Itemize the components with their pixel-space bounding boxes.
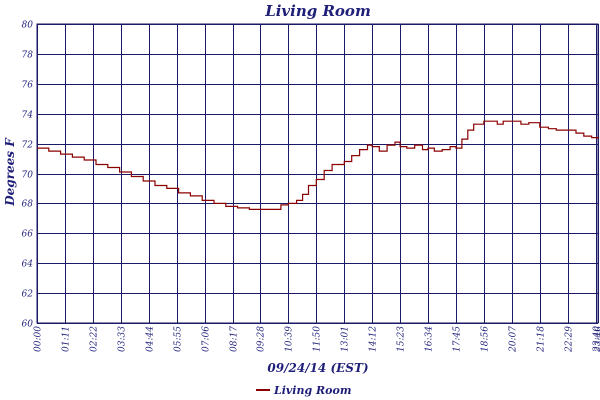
x-tick-label: 09:28 (257, 326, 267, 352)
x-axis-ticks: 00:00 01:11 02:22 03:33 04:44 05:55 07:06 08:17… (34, 326, 600, 353)
x-tick-label: 01:11 (62, 326, 72, 352)
y-tick-label: 68 (22, 200, 34, 210)
x-tick-label: 13:01 (341, 326, 351, 352)
x-tick-label: 10:39 (285, 326, 295, 352)
x-tick-label: 22:29 (565, 326, 575, 353)
x-tick-label: 03:33 (118, 326, 128, 352)
legend: Living Room (256, 384, 351, 397)
y-tick-label: 60 (22, 320, 34, 330)
y-tick-label: 70 (22, 171, 34, 181)
x-tick-label: 15:23 (397, 326, 407, 352)
x-tick-label: 00:00 (34, 326, 44, 352)
chart-title: Living Room (264, 2, 371, 20)
y-tick-label: 64 (22, 260, 34, 270)
y-axis-label: Degrees F (3, 137, 17, 207)
y-axis-ticks: 60 62 64 66 68 70 72 74 76 78 80 (22, 21, 34, 330)
x-tick-label: 14:12 (369, 326, 379, 352)
y-tick-label: 76 (22, 81, 34, 91)
y-tick-label: 78 (22, 51, 34, 61)
x-tick-label: 07:06 (202, 326, 212, 352)
x-tick-label: 16:34 (425, 326, 435, 352)
y-tick-label: 80 (22, 21, 34, 31)
x-tick-label: 04:44 (146, 326, 156, 352)
x-tick-label: 20:07 (509, 326, 519, 353)
y-tick-label: 72 (22, 141, 34, 151)
x-tick-label: 18:56 (481, 326, 491, 352)
x-tick-label: 21:18 (537, 326, 547, 353)
y-tick-label: 66 (22, 230, 34, 240)
series-line-living-room (37, 120, 599, 210)
x-tick-label: 02:22 (90, 326, 100, 352)
y-tick-label: 62 (22, 290, 34, 300)
plot-border (36, 23, 599, 324)
x-tick-label: 23:46 (595, 326, 600, 353)
x-tick-label: 08:17 (230, 326, 240, 352)
y-tick-label: 74 (22, 111, 34, 121)
plot-area (36, 23, 599, 324)
x-tick-label: 23:40 (593, 326, 600, 353)
series-group (37, 120, 599, 210)
x-tick-label: 05:55 (174, 326, 184, 352)
legend-label: Living Room (273, 384, 351, 397)
grid-lines (37, 24, 599, 324)
x-tick-label: 11:50 (313, 326, 323, 352)
x-tick-label: 17:45 (453, 326, 463, 352)
x-axis-label: 09/24/14 (EST) (267, 361, 368, 375)
